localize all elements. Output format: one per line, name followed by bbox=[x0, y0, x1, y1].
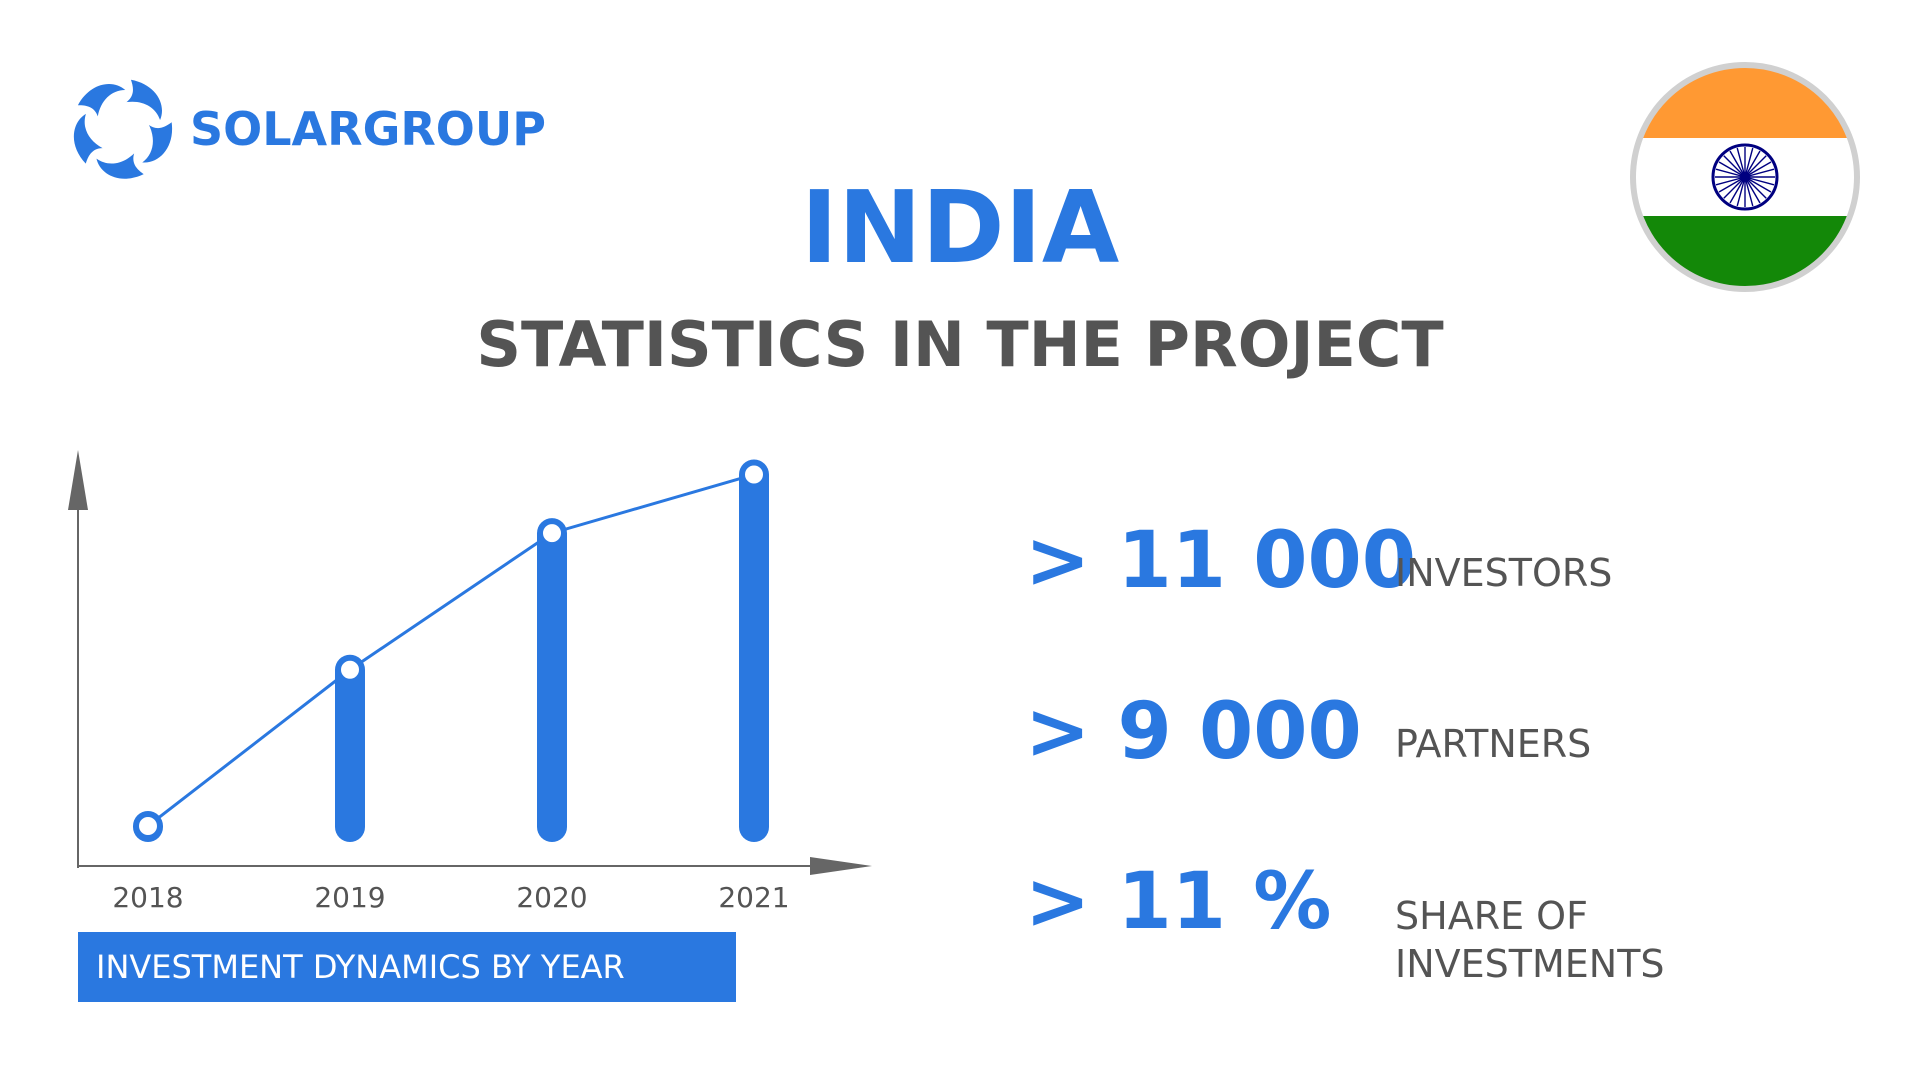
india-flag-icon bbox=[1630, 62, 1860, 292]
swirl-blade bbox=[126, 79, 163, 121]
swirl-blade bbox=[142, 122, 173, 163]
logo-text: SOLARGROUP bbox=[190, 102, 546, 156]
stat-partners: > 9 000 PARTNERS bbox=[1025, 686, 1591, 778]
chart-caption: INVESTMENT DYNAMICS BY YEAR bbox=[78, 932, 736, 1002]
x-tick-label: 2020 bbox=[516, 881, 587, 914]
stat-label-line2: INVESTMENTS bbox=[1395, 942, 1665, 986]
investment-chart: 2018 2019 2020 2021 bbox=[68, 450, 872, 914]
stat-label: INVESTORS bbox=[1395, 551, 1613, 595]
trend-point-2019 bbox=[337, 656, 363, 683]
stat-investment-share: > 11 % SHARE OF INVESTMENTS bbox=[1025, 856, 1665, 986]
solargroup-logo: SOLARGROUP bbox=[66, 74, 546, 184]
x-axis-arrow bbox=[810, 857, 872, 875]
flag-border bbox=[1630, 62, 1860, 292]
page-subtitle: STATISTICS IN THE PROJECT bbox=[476, 308, 1444, 381]
swirl-blade bbox=[96, 153, 144, 179]
solar-swirl-icon bbox=[73, 79, 173, 179]
x-tick-label: 2018 bbox=[112, 881, 183, 914]
stat-value: > 11 % bbox=[1025, 857, 1332, 947]
y-axis-arrow bbox=[68, 450, 88, 510]
swirl-blade bbox=[77, 84, 126, 117]
trend-point-2018 bbox=[135, 812, 161, 839]
stat-label: PARTNERS bbox=[1395, 722, 1592, 766]
stat-value: > 11 000 bbox=[1025, 516, 1417, 606]
swirl-blade bbox=[73, 113, 103, 164]
stat-value: > 9 000 bbox=[1025, 687, 1362, 777]
ashoka-chakra-icon bbox=[1711, 143, 1779, 211]
stat-investors: > 11 000 INVESTORS bbox=[1025, 515, 1612, 607]
trend-point-2020 bbox=[539, 520, 565, 547]
stat-label: SHARE OF INVESTMENTS bbox=[1395, 892, 1665, 988]
trend-point-2021 bbox=[741, 461, 767, 488]
x-tick-label: 2021 bbox=[718, 881, 789, 914]
stat-label-line1: SHARE OF bbox=[1395, 894, 1588, 938]
page-title: INDIA bbox=[800, 169, 1120, 286]
x-tick-label: 2019 bbox=[314, 881, 385, 914]
trend-line bbox=[147, 473, 755, 828]
